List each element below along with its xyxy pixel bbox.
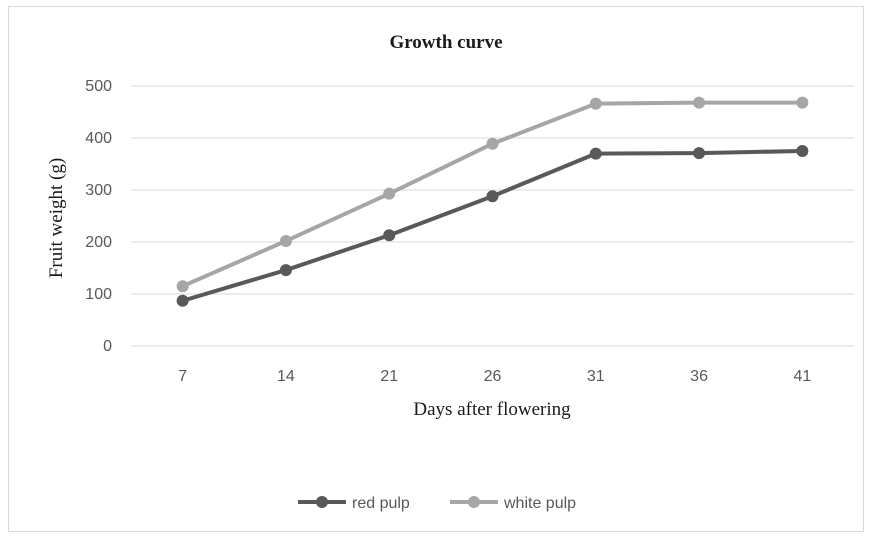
legend-swatch-marker xyxy=(468,496,480,508)
gridlines xyxy=(131,85,854,347)
x-tick-label: 41 xyxy=(793,368,811,385)
y-tick-label: 400 xyxy=(85,130,112,147)
data-point-red-pulp xyxy=(279,264,292,277)
y-tick-label: 100 xyxy=(85,286,112,303)
y-axis-label: Fruit weight (g) xyxy=(46,158,67,278)
series-line-red-pulp xyxy=(182,149,803,303)
legend-item-white-pulp: white pulp xyxy=(450,495,576,512)
legend-swatch-marker xyxy=(316,496,328,508)
y-tick-labels: 0 100 200 300 400 500 xyxy=(85,78,112,355)
data-point-white-pulp xyxy=(589,97,602,110)
data-point-red-pulp xyxy=(796,145,809,157)
legend-item-red-pulp: red pulp xyxy=(298,495,410,512)
data-point-red-pulp xyxy=(176,294,189,307)
x-tick-label: 26 xyxy=(484,368,502,385)
data-point-red-pulp xyxy=(383,229,396,242)
data-point-white-pulp xyxy=(279,234,292,247)
data-point-white-pulp xyxy=(383,187,396,200)
data-point-white-pulp xyxy=(176,280,189,293)
series-layer xyxy=(176,96,809,307)
series-white-pulp xyxy=(176,96,809,293)
series-red-pulp xyxy=(176,145,809,307)
y-tick-label: 300 xyxy=(85,182,112,199)
legend-label: red pulp xyxy=(352,495,410,512)
x-tick-label: 36 xyxy=(690,368,708,385)
x-axis-label: Days after flowering xyxy=(413,399,571,420)
chart-title: Growth curve xyxy=(389,32,502,53)
data-point-red-pulp xyxy=(693,147,706,160)
x-tick-labels: 7 14 21 26 31 36 41 xyxy=(178,368,811,385)
y-tick-label: 500 xyxy=(85,78,112,95)
legend: red pulp white pulp xyxy=(298,495,576,512)
data-point-white-pulp xyxy=(796,96,809,109)
x-tick-label: 14 xyxy=(277,368,295,385)
x-tick-label: 21 xyxy=(380,368,398,385)
y-tick-label: 200 xyxy=(85,234,112,251)
data-point-red-pulp xyxy=(486,190,499,203)
x-tick-label: 7 xyxy=(178,368,187,385)
data-point-red-pulp xyxy=(589,147,602,160)
x-tick-label: 31 xyxy=(587,368,605,385)
legend-label: white pulp xyxy=(503,495,576,512)
data-point-white-pulp xyxy=(486,137,499,150)
y-tick-label: 0 xyxy=(103,338,112,355)
chart-frame xyxy=(8,6,864,532)
data-point-white-pulp xyxy=(693,96,706,109)
